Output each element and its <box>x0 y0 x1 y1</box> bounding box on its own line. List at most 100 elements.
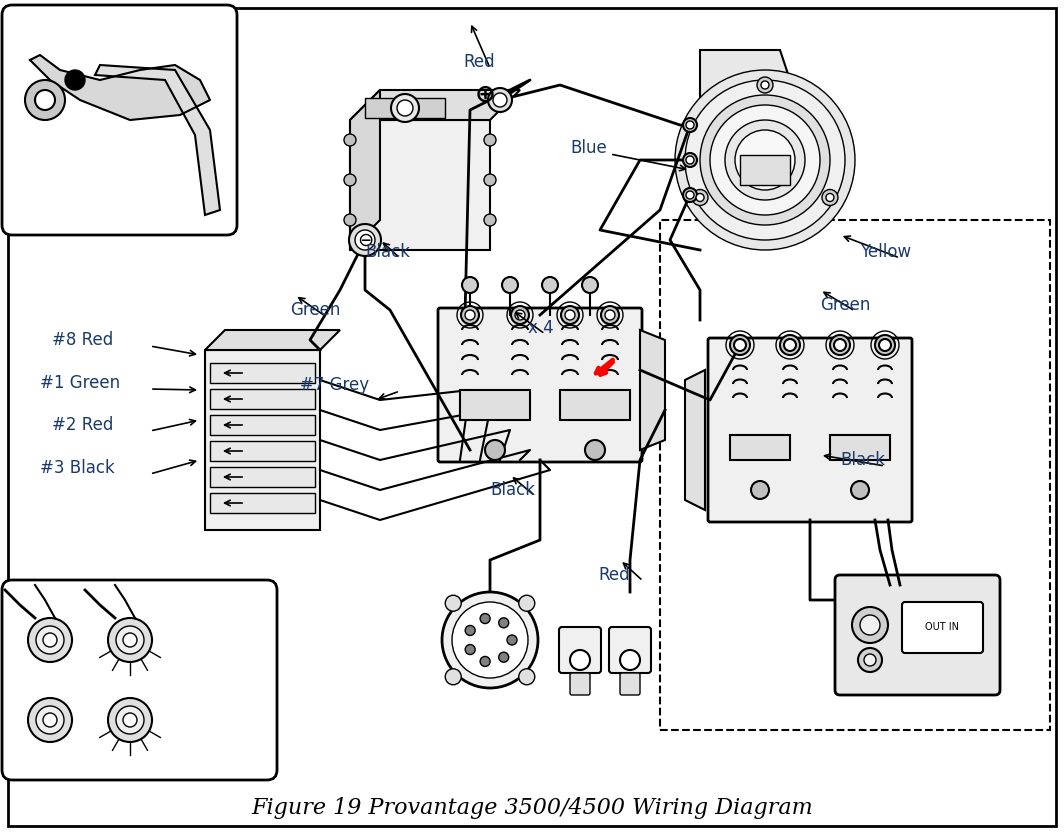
Polygon shape <box>700 50 800 110</box>
Bar <box>560 390 630 420</box>
Circle shape <box>461 306 479 324</box>
Circle shape <box>561 306 579 324</box>
Circle shape <box>35 90 55 110</box>
Polygon shape <box>205 350 320 530</box>
Circle shape <box>864 654 876 666</box>
Bar <box>830 435 890 460</box>
FancyBboxPatch shape <box>708 338 912 522</box>
Text: Green: Green <box>290 301 340 319</box>
Circle shape <box>355 230 375 250</box>
Circle shape <box>349 224 381 256</box>
Text: #1 Green: #1 Green <box>40 374 120 392</box>
Polygon shape <box>30 55 210 120</box>
Circle shape <box>585 440 605 460</box>
Text: Green: Green <box>820 296 870 314</box>
Circle shape <box>761 81 769 89</box>
Bar <box>739 155 789 185</box>
FancyBboxPatch shape <box>559 627 601 673</box>
Circle shape <box>344 214 356 226</box>
Circle shape <box>730 335 750 355</box>
Circle shape <box>484 134 496 146</box>
Circle shape <box>344 174 356 186</box>
Circle shape <box>499 652 509 662</box>
Circle shape <box>123 713 137 727</box>
Circle shape <box>686 121 694 129</box>
Circle shape <box>445 669 461 685</box>
Circle shape <box>784 339 796 351</box>
Polygon shape <box>210 363 315 383</box>
Polygon shape <box>350 90 520 120</box>
Circle shape <box>511 306 529 324</box>
Circle shape <box>851 481 869 499</box>
Circle shape <box>826 193 834 202</box>
Circle shape <box>65 70 85 90</box>
Circle shape <box>519 669 535 685</box>
Circle shape <box>485 440 505 460</box>
FancyBboxPatch shape <box>2 5 237 235</box>
Circle shape <box>28 698 72 742</box>
Polygon shape <box>210 493 315 513</box>
Circle shape <box>685 80 845 240</box>
Circle shape <box>519 595 535 611</box>
Text: #2 Red: #2 Red <box>52 416 114 434</box>
Circle shape <box>502 277 518 293</box>
Circle shape <box>757 77 774 93</box>
Bar <box>460 390 530 420</box>
Circle shape <box>442 592 538 688</box>
Circle shape <box>734 339 746 351</box>
FancyBboxPatch shape <box>620 673 641 695</box>
Circle shape <box>725 120 805 200</box>
Circle shape <box>344 134 356 146</box>
Circle shape <box>43 633 57 647</box>
FancyBboxPatch shape <box>570 673 591 695</box>
Circle shape <box>397 100 413 116</box>
Circle shape <box>36 626 64 654</box>
Text: Black: Black <box>365 243 410 261</box>
Text: x 4: x 4 <box>528 319 553 337</box>
Circle shape <box>852 607 888 643</box>
Circle shape <box>683 118 697 132</box>
Text: #3 Black: #3 Black <box>40 459 115 477</box>
Circle shape <box>858 648 882 672</box>
Circle shape <box>508 635 517 645</box>
Circle shape <box>565 310 575 320</box>
Circle shape <box>515 310 525 320</box>
Circle shape <box>675 70 855 250</box>
Circle shape <box>465 310 475 320</box>
Circle shape <box>696 193 704 202</box>
Bar <box>365 98 445 118</box>
Circle shape <box>24 80 65 120</box>
Text: ⊕: ⊕ <box>475 83 496 107</box>
Circle shape <box>462 277 478 293</box>
Circle shape <box>28 618 72 662</box>
Circle shape <box>480 656 491 666</box>
Circle shape <box>822 189 838 205</box>
Text: Black: Black <box>839 451 885 469</box>
Polygon shape <box>350 120 491 250</box>
Text: Red: Red <box>463 53 495 71</box>
Text: #8 Red: #8 Red <box>52 331 113 349</box>
Circle shape <box>830 335 850 355</box>
Circle shape <box>601 306 619 324</box>
Circle shape <box>683 188 697 202</box>
Circle shape <box>683 153 697 167</box>
Circle shape <box>879 339 891 351</box>
Circle shape <box>875 335 895 355</box>
Text: Red: Red <box>598 566 630 584</box>
Circle shape <box>570 650 591 670</box>
Circle shape <box>860 615 880 635</box>
Polygon shape <box>210 415 315 435</box>
Circle shape <box>116 626 144 654</box>
Polygon shape <box>210 389 315 409</box>
Circle shape <box>582 277 598 293</box>
Circle shape <box>36 706 64 734</box>
Circle shape <box>116 706 144 734</box>
Circle shape <box>445 595 461 611</box>
Text: #7 Grey: #7 Grey <box>300 376 369 394</box>
Circle shape <box>480 614 491 624</box>
Polygon shape <box>641 330 665 450</box>
Circle shape <box>493 93 508 107</box>
Circle shape <box>686 156 694 164</box>
Polygon shape <box>685 370 705 510</box>
Circle shape <box>109 698 152 742</box>
